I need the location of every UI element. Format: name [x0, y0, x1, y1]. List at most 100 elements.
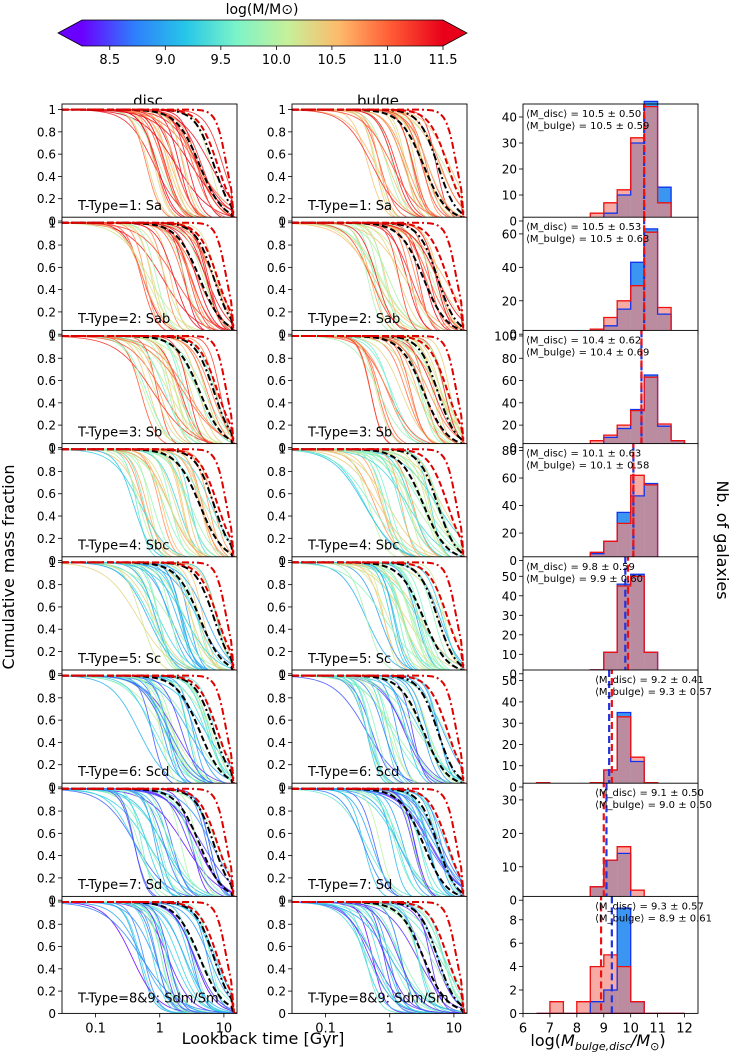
panel-label: T-Type=6: Scd	[307, 765, 399, 780]
y-tick-label: 0.8	[267, 465, 286, 479]
y-tick-label: 0.2	[267, 305, 286, 319]
y-tick-label: 0.2	[267, 758, 286, 772]
y-tick-label: 0.6	[37, 374, 56, 388]
reference-curve-alt	[292, 674, 467, 787]
hist-panel-5: ⟨M_disc⟩ = 9.8 ± 0.59⟨M_bulge⟩ = 9.9 ± 0…	[502, 556, 699, 681]
y-tick-label: 0.8	[267, 691, 286, 705]
y-tick-label: 0.2	[37, 532, 56, 546]
y-tick-label: 0.4	[37, 283, 56, 297]
hist-bar-bulge	[549, 1001, 564, 1014]
x-tick-label: 8	[573, 1021, 581, 1036]
galaxy-curve	[292, 562, 467, 674]
y-tick-label: 0.2	[37, 985, 56, 999]
hist-bar-bulge	[603, 652, 618, 674]
y-tick-label: 0.8	[37, 578, 56, 592]
y-tick-label: 0.4	[37, 849, 56, 863]
y-tick-label: 0.6	[37, 148, 56, 162]
y-tick-label: 0.4	[267, 510, 286, 524]
annotation-bulge: ⟨M_bulge⟩ = 10.5 ± 0.59	[526, 121, 649, 132]
hist-bar-bulge	[603, 954, 618, 1014]
reference-curve	[292, 221, 467, 335]
y-tick-label: 20	[502, 294, 517, 308]
reference-curve	[292, 901, 467, 1014]
hist-bar-bulge	[617, 523, 631, 561]
y-tick-label: 0.2	[37, 419, 56, 433]
y-tick-label: 40	[502, 396, 517, 410]
panel-label: T-Type=7: Sd	[307, 878, 392, 893]
annotation-disc: ⟨M_disc⟩ = 9.3 ± 0.57	[595, 901, 704, 912]
colorbar-tick-label: 11.5	[429, 53, 458, 68]
y-tick-label: 10	[502, 648, 517, 662]
galaxy-curve	[292, 448, 467, 561]
y-tick-label: 1	[278, 895, 286, 909]
y-tick-label: 1	[278, 216, 286, 230]
y-tick-label: 0	[278, 894, 286, 908]
galaxy-curve	[62, 903, 237, 1014]
y-tick-label: 0	[48, 781, 56, 795]
y-tick-label: 0.2	[267, 871, 286, 885]
reference-curve	[292, 335, 467, 448]
curve-panel-bulge-8: 0 0.2 0.4 0.6 0.8 1 0.1 1 10 T-Type=8&9: Sdm/Sm	[267, 895, 468, 1036]
reference-curve	[62, 335, 237, 448]
y-tick-label: 1	[48, 556, 56, 570]
hist-bar-bulge	[630, 1001, 645, 1014]
y-tick-label: 80	[502, 444, 517, 458]
x-tick-label: 10	[216, 1021, 233, 1036]
panel-label: T-Type=1: Sa	[77, 199, 162, 214]
y-tick-label: 50	[502, 570, 517, 584]
panel-frame	[522, 895, 699, 1014]
y-tick-label: 1	[48, 103, 56, 117]
y-tick-label: 0.8	[267, 578, 286, 592]
y-tick-label: 0.4	[37, 623, 56, 637]
hist-panel-4: ⟨M_disc⟩ = 10.1 ± 0.63⟨M_bulge⟩ = 10.1 ±…	[502, 443, 699, 568]
x-tick-label: 0.1	[315, 1021, 336, 1036]
curve-panel-disc-4: 0 0.2 0.4 0.6 0.8 1 T-Type=4: Sbc	[37, 443, 238, 568]
y-tick-label: 1	[278, 782, 286, 796]
y-tick-label: 0.8	[267, 352, 286, 366]
y-tick-label: 1	[48, 895, 56, 909]
y-tick-label: 20	[502, 163, 517, 177]
y-tick-label: 60	[502, 374, 517, 388]
reference-curve	[62, 221, 237, 335]
y-tick-label: 0.6	[37, 261, 56, 275]
y-tick-label: 60	[502, 227, 517, 241]
y-tick-label: 40	[502, 499, 517, 513]
hist-bar-bulge	[603, 769, 618, 787]
hist-bar-bulge	[617, 846, 631, 901]
curve-panel-disc-1: 0 0.2 0.4 0.6 0.8 1 T-Type=1: Sa	[37, 103, 238, 229]
hist-bar-bulge	[617, 586, 631, 674]
galaxy-curves	[62, 448, 237, 561]
y-tick-label: 0.2	[37, 645, 56, 659]
y-tick-label: 40	[502, 589, 517, 603]
y-tick-label: 20	[502, 827, 517, 841]
x-axis-label: Lookback time [Gyr]	[182, 1029, 345, 1048]
y-tick-label: 0	[48, 441, 56, 455]
y-tick-label: 0.8	[267, 805, 286, 819]
reference-curve	[62, 448, 237, 561]
hist-bar-bulge	[617, 716, 631, 787]
colorbar-body	[82, 20, 443, 46]
y-tick-label: 50	[502, 674, 517, 688]
x-tick-label: 11	[649, 1021, 666, 1036]
panel-label: T-Type=5: Sc	[307, 652, 391, 667]
y-tick-label: 0.6	[37, 600, 56, 614]
y-tick-label: 0.6	[267, 600, 286, 614]
x-tick-label: 1	[386, 1021, 394, 1036]
hist-bar-bulge	[630, 576, 645, 674]
y-tick-label: 1	[48, 669, 56, 683]
y-tick-label: 100	[494, 329, 517, 343]
panel-label: T-Type=4: Sbc	[77, 539, 169, 554]
reference-curve-alt	[62, 221, 237, 335]
y-tick-label: 8	[509, 913, 517, 927]
plot-area	[62, 330, 237, 448]
galaxy-curves	[292, 448, 467, 561]
y-tick-label: 0.4	[37, 510, 56, 524]
reference-curve	[62, 674, 237, 787]
colorbar-tick-label: 8.5	[99, 53, 120, 68]
y-tick-label: 0.2	[37, 871, 56, 885]
panel-label: T-Type=2: Sab	[77, 312, 170, 327]
y-tick-label: 0	[48, 894, 56, 908]
annotation-bulge: ⟨M_bulge⟩ = 9.9 ± 0.60	[526, 574, 643, 585]
y-tick-label: 0	[278, 1007, 286, 1021]
